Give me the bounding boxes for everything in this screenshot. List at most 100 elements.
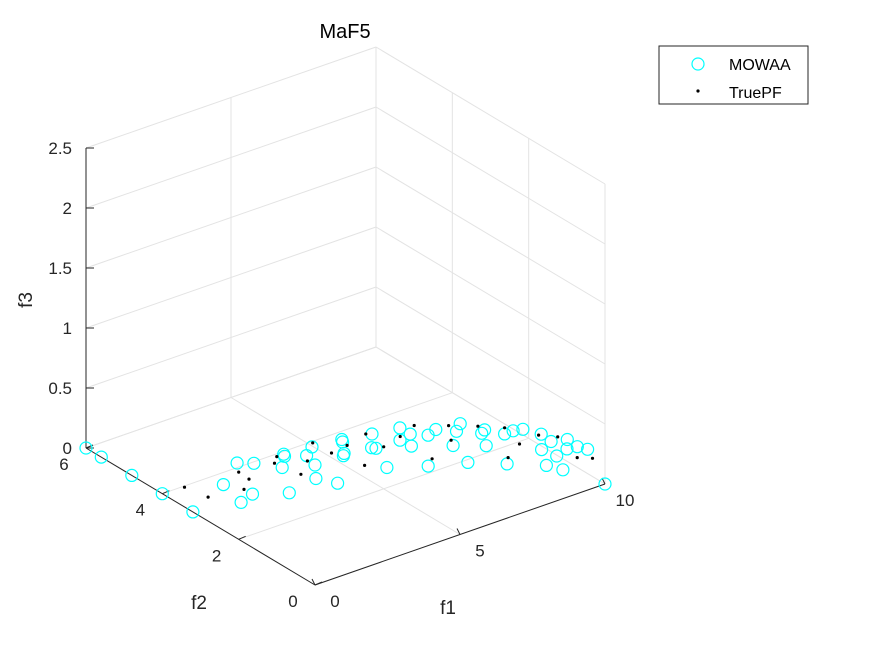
data-point — [534, 427, 548, 441]
data-point — [556, 435, 560, 439]
grid-line — [85, 226, 377, 329]
axes — [85, 147, 606, 586]
data-point — [275, 460, 289, 475]
grid-line — [375, 286, 606, 425]
data-point — [364, 432, 368, 436]
data-point — [556, 463, 570, 477]
data-point — [329, 451, 334, 455]
data-point — [365, 427, 379, 441]
y-tick-label: 6 — [59, 455, 68, 474]
x-tick-label: 10 — [616, 491, 635, 510]
data-point — [94, 450, 108, 464]
data-point — [336, 435, 350, 449]
data-point — [311, 441, 315, 445]
grid-line — [85, 106, 377, 209]
grid-line — [375, 226, 606, 365]
data-point — [598, 477, 612, 491]
data-point — [382, 445, 386, 449]
data-point — [369, 441, 383, 455]
data-point — [516, 422, 530, 436]
data-point — [403, 427, 417, 441]
data-point — [580, 442, 595, 456]
data-point — [79, 441, 93, 455]
data-point — [479, 439, 493, 453]
grid-line — [85, 166, 377, 269]
data-point — [125, 468, 139, 482]
data-point — [537, 433, 541, 437]
legend-label-truepf: TruePF — [729, 85, 782, 102]
data-point — [503, 426, 507, 430]
data-point — [305, 459, 309, 463]
data-point — [234, 495, 248, 509]
data-point — [247, 456, 261, 470]
grid-line — [85, 286, 377, 389]
z-tick-label: 0 — [63, 439, 72, 458]
z-tick-label: 1 — [63, 319, 72, 338]
data-point — [506, 456, 510, 460]
grid-line — [375, 106, 606, 245]
legend-box — [658, 45, 809, 105]
data-point — [421, 428, 435, 442]
data-point — [560, 442, 574, 456]
data-point — [429, 422, 443, 437]
data-point — [412, 423, 416, 428]
z-tick-label: 2.5 — [48, 139, 72, 158]
data-point — [398, 434, 402, 439]
data-point — [345, 443, 349, 447]
data-point — [498, 427, 512, 441]
y-tick-mark — [238, 535, 246, 540]
y-tick-label: 0 — [288, 592, 297, 611]
data-point — [393, 433, 407, 447]
data-point — [155, 487, 169, 501]
grid-line — [238, 437, 529, 540]
data-point — [331, 476, 345, 490]
series-truepf — [182, 423, 595, 499]
x-axis-label: f1 — [440, 598, 456, 619]
data-point — [446, 438, 460, 453]
z-tick-label: 0.5 — [48, 379, 72, 398]
data-point — [453, 417, 467, 431]
legend: MOWAA TruePF — [658, 45, 809, 105]
data-point — [449, 438, 453, 442]
data-points — [79, 417, 612, 519]
data-point — [539, 458, 554, 472]
y-tick-mark — [314, 581, 323, 586]
x-tick-label: 5 — [475, 542, 484, 561]
y-tick-label: 4 — [136, 501, 145, 520]
grid-line — [85, 46, 377, 149]
y-axis-label: f2 — [191, 593, 207, 614]
data-point — [570, 440, 584, 454]
data-point — [550, 449, 564, 463]
data-point — [506, 424, 520, 438]
grid-line — [375, 166, 606, 305]
data-point — [299, 472, 303, 476]
legend-marker-mowaa — [691, 57, 705, 71]
data-point — [230, 456, 244, 470]
data-point — [404, 439, 418, 453]
z-tick-label: 2 — [63, 199, 72, 218]
data-point — [560, 432, 574, 447]
data-point — [430, 457, 434, 461]
data-point — [242, 487, 246, 491]
data-point — [380, 460, 394, 475]
data-point — [363, 463, 367, 467]
data-point — [449, 424, 464, 438]
data-point — [206, 495, 210, 499]
grid-line — [375, 46, 606, 185]
data-point — [534, 443, 549, 457]
data-point — [500, 457, 514, 471]
grid-line — [230, 397, 461, 535]
data-point — [365, 441, 379, 455]
data-point — [247, 477, 251, 481]
grid-line — [85, 346, 377, 449]
y-tick-label: 2 — [212, 546, 221, 565]
data-point — [309, 471, 323, 486]
x-tick-mark — [456, 528, 461, 535]
y-axis-line — [85, 447, 316, 586]
data-point — [245, 487, 260, 501]
grid-lines — [85, 46, 606, 586]
z-tick-label: 1.5 — [48, 259, 72, 278]
data-point — [575, 456, 579, 460]
